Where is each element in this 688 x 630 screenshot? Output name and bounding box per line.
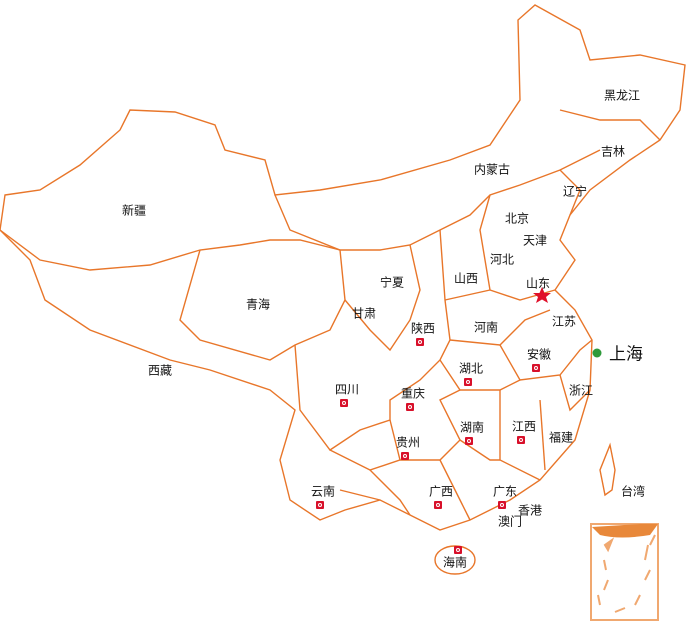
province-label[interactable]: 黑龙江: [603, 88, 641, 103]
province-label[interactable]: 广西: [428, 484, 454, 499]
province-label[interactable]: 台湾: [620, 484, 646, 499]
star-icon: [533, 287, 551, 303]
country-border: [0, 4, 686, 531]
province-label[interactable]: 澳门: [497, 514, 523, 529]
province-label[interactable]: 山东: [525, 276, 551, 291]
city-marker-icon[interactable]: [340, 399, 348, 407]
province-label[interactable]: 湖北: [458, 361, 484, 376]
province-label[interactable]: 江苏: [551, 314, 577, 329]
province-label[interactable]: 青海: [245, 297, 271, 312]
city-marker-icon[interactable]: [316, 501, 324, 509]
province-label[interactable]: 宁夏: [379, 275, 405, 290]
province-label[interactable]: 甘肃: [351, 306, 377, 321]
province-label[interactable]: 北京: [504, 211, 530, 226]
province-label[interactable]: 吉林: [600, 144, 626, 159]
province-label[interactable]: 辽宁: [562, 184, 588, 199]
province-label[interactable]: 福建: [548, 430, 574, 445]
province-label[interactable]: 安徽: [526, 347, 552, 362]
province-label[interactable]: 天津: [522, 233, 548, 248]
province-label[interactable]: 重庆: [400, 386, 426, 401]
province-label[interactable]: 广东: [492, 484, 518, 499]
city-marker-icon[interactable]: [406, 403, 414, 411]
province-label[interactable]: 云南: [310, 484, 336, 499]
province-label[interactable]: 河南: [473, 320, 499, 335]
province-label[interactable]: 四川: [334, 382, 360, 397]
city-marker-icon[interactable]: [498, 501, 506, 509]
south-china-sea-inset: [590, 523, 659, 621]
province-label[interactable]: 河北: [489, 252, 515, 267]
city-marker-icon[interactable]: [416, 338, 424, 346]
province-label[interactable]: 贵州: [395, 435, 421, 450]
city-marker-icon[interactable]: [434, 501, 442, 509]
city-marker-icon[interactable]: [532, 364, 540, 372]
province-label[interactable]: 西藏: [147, 363, 173, 378]
city-marker-icon[interactable]: [465, 437, 473, 445]
province-label[interactable]: 湖南: [459, 420, 485, 435]
city-marker-icon[interactable]: [464, 378, 472, 386]
city-marker-icon[interactable]: [517, 436, 525, 444]
province-label[interactable]: 山西: [453, 271, 479, 286]
shanghai-dot-icon: [592, 348, 602, 358]
province-label[interactable]: 江西: [511, 419, 537, 434]
province-label[interactable]: 浙江: [568, 383, 594, 398]
city-marker-icon[interactable]: [401, 452, 409, 460]
province-label[interactable]: 新疆: [121, 203, 147, 218]
city-marker-icon[interactable]: [454, 546, 462, 554]
province-label[interactable]: 陕西: [410, 321, 436, 336]
taiwan-outline: [599, 442, 616, 497]
province-label[interactable]: 香港: [517, 503, 543, 518]
province-label[interactable]: 内蒙古: [473, 162, 511, 177]
province-label[interactable]: 海南: [442, 555, 468, 570]
label-shanghai[interactable]: 上海: [609, 344, 643, 365]
